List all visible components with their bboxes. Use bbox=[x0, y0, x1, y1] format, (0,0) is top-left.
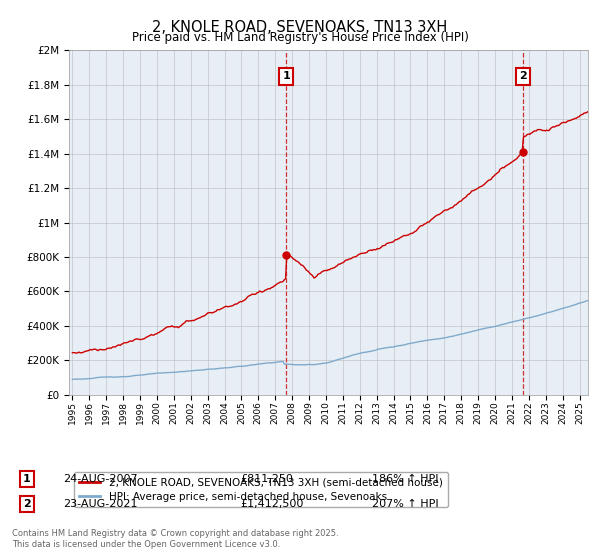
Text: 2, KNOLE ROAD, SEVENOAKS, TN13 3XH: 2, KNOLE ROAD, SEVENOAKS, TN13 3XH bbox=[152, 20, 448, 35]
Text: 1: 1 bbox=[283, 71, 290, 81]
Text: 207% ↑ HPI: 207% ↑ HPI bbox=[372, 499, 439, 509]
Text: £811,250: £811,250 bbox=[240, 474, 293, 484]
Text: 2: 2 bbox=[23, 499, 31, 509]
Text: 2: 2 bbox=[519, 71, 527, 81]
Legend: 2, KNOLE ROAD, SEVENOAKS, TN13 3XH (semi-detached house), HPI: Average price, se: 2, KNOLE ROAD, SEVENOAKS, TN13 3XH (semi… bbox=[74, 472, 448, 507]
Text: £1,412,500: £1,412,500 bbox=[240, 499, 304, 509]
Text: 24-AUG-2007: 24-AUG-2007 bbox=[63, 474, 137, 484]
Text: Contains HM Land Registry data © Crown copyright and database right 2025.
This d: Contains HM Land Registry data © Crown c… bbox=[12, 529, 338, 549]
Text: 23-AUG-2021: 23-AUG-2021 bbox=[63, 499, 137, 509]
Text: 1: 1 bbox=[23, 474, 31, 484]
Text: Price paid vs. HM Land Registry's House Price Index (HPI): Price paid vs. HM Land Registry's House … bbox=[131, 31, 469, 44]
Text: 186% ↑ HPI: 186% ↑ HPI bbox=[372, 474, 439, 484]
